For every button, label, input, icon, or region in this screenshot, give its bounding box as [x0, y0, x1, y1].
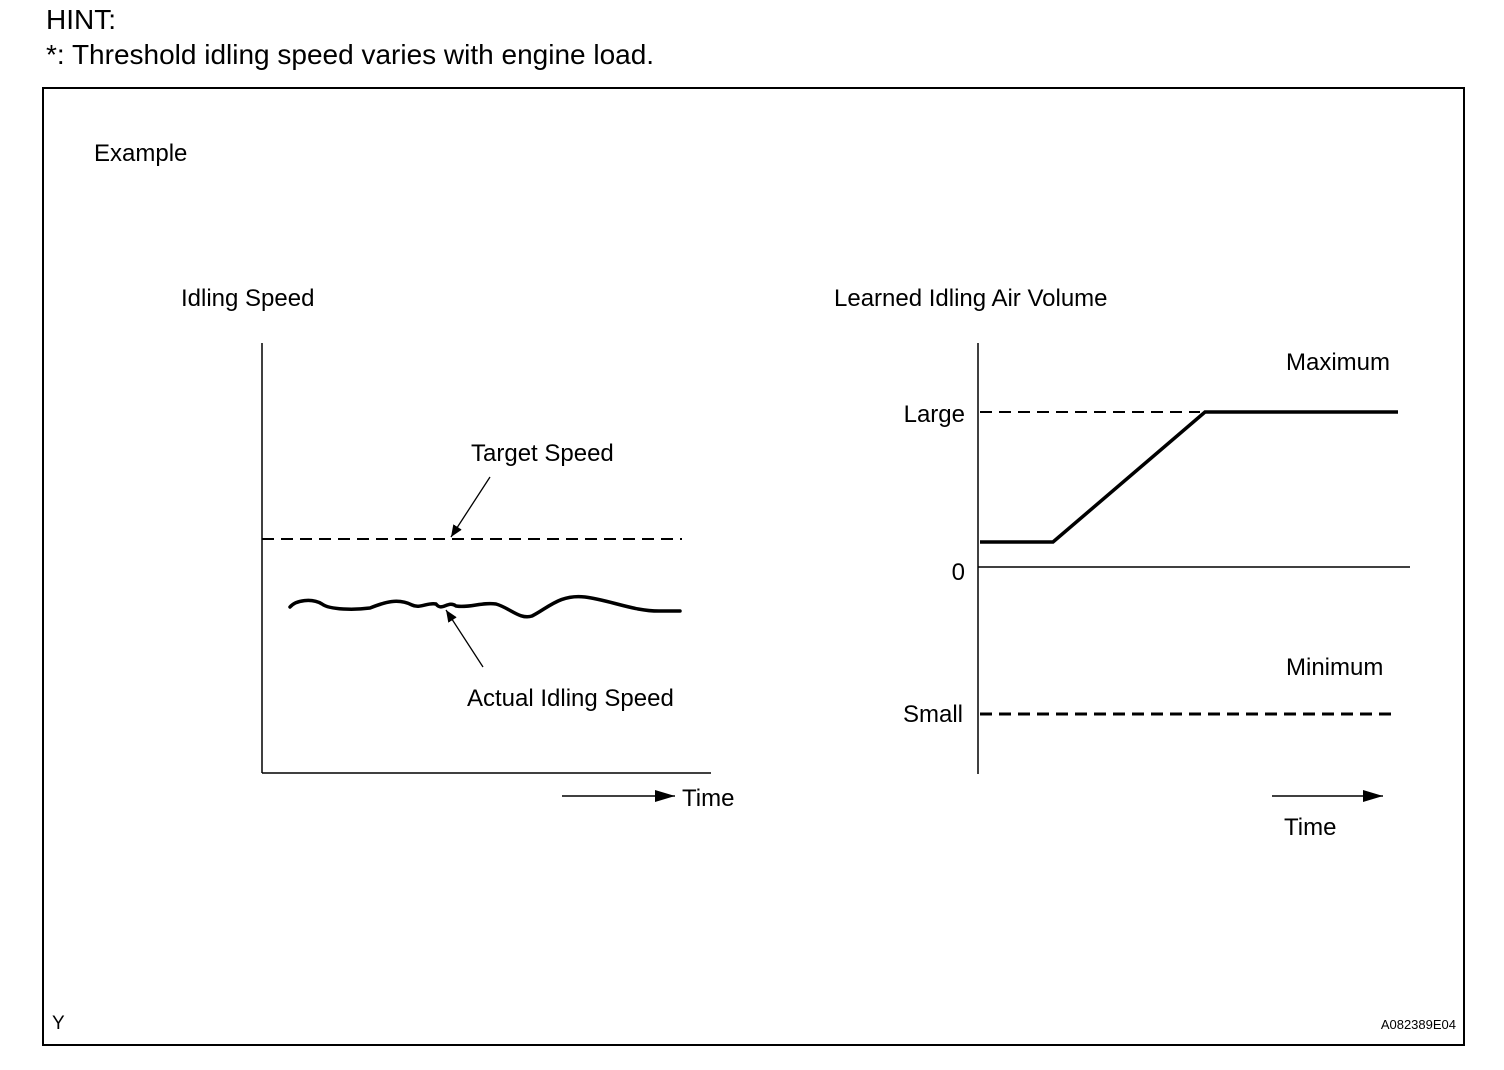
hint-block: HINT: *: Threshold idling speed varies w…: [46, 2, 654, 72]
actual-idling-speed-curve: [288, 594, 682, 619]
idling-speed-graph: Idling Speed Target Speed Actual Idling …: [181, 285, 734, 812]
actual-idling-speed-label: Actual Idling Speed: [467, 685, 674, 712]
target-speed-label: Target Speed: [471, 440, 614, 467]
minimum-label: Minimum: [1286, 654, 1383, 681]
learned-air-volume-curve: [980, 410, 1398, 544]
maximum-label: Maximum: [1286, 349, 1390, 376]
hint-note: *: Threshold idling speed varies with en…: [46, 39, 655, 70]
corner-mark: Y: [52, 1013, 65, 1034]
hint-heading: HINT:: [46, 4, 116, 35]
figure-code: A082389E04: [1381, 1017, 1456, 1032]
figure-frame: [42, 87, 1465, 1046]
example-label: Example: [94, 140, 187, 167]
time-label-right: Time: [1284, 814, 1336, 841]
learned-air-volume-graph: Learned Idling Air Volume Maximum Large …: [834, 285, 1410, 841]
idling-speed-title: Idling Speed: [181, 285, 314, 312]
time-label-left: Time: [682, 785, 734, 812]
zero-label: 0: [952, 559, 965, 586]
learned-air-volume-title: Learned Idling Air Volume: [834, 285, 1108, 312]
small-label: Small: [903, 701, 963, 728]
large-label: Large: [904, 401, 965, 428]
target-speed-pointer: [450, 476, 491, 538]
actual-idling-speed-pointer: [445, 609, 484, 668]
